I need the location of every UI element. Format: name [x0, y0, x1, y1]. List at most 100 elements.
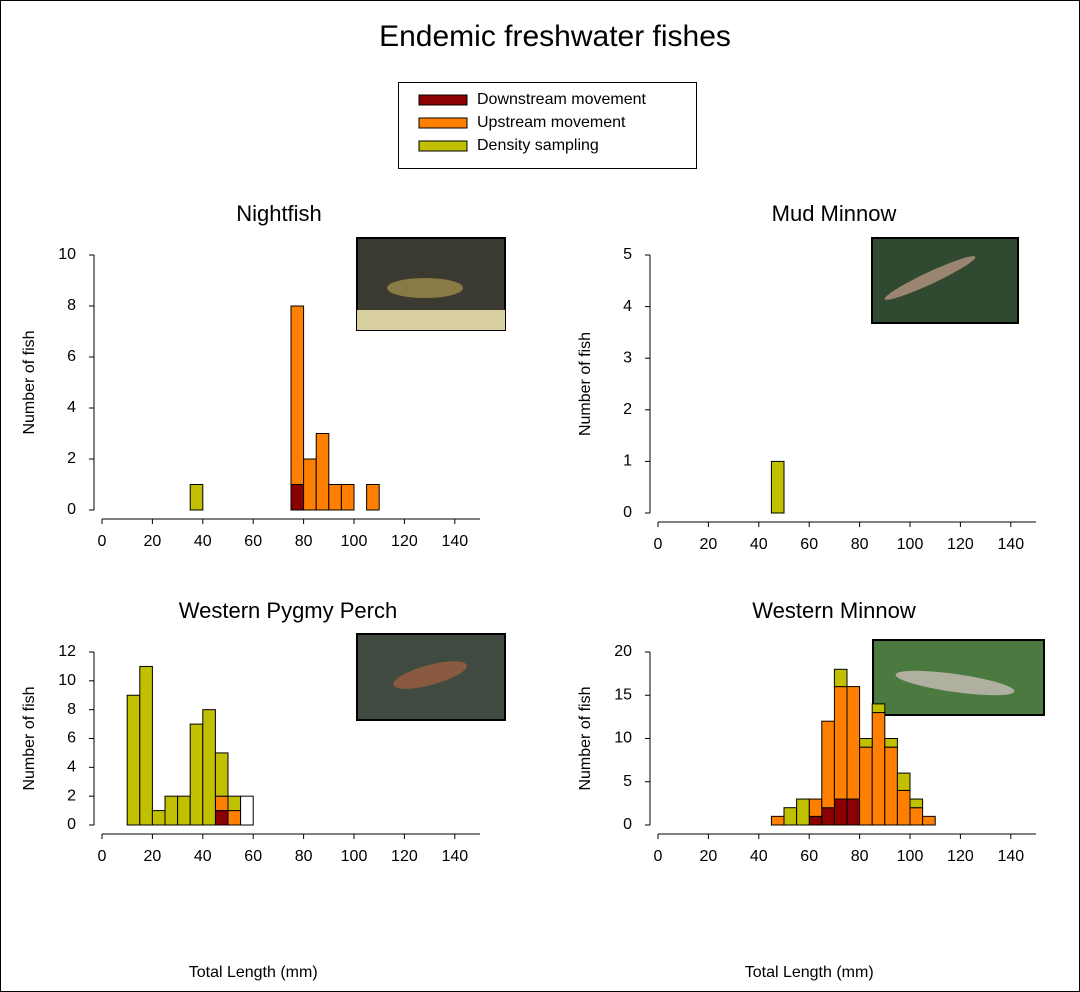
bar	[846, 798, 861, 826]
y-tick-label: 2	[67, 450, 76, 467]
x-tick-label: 100	[341, 533, 368, 550]
x-tick-label: 80	[295, 848, 313, 865]
y-axis-label: Number of fish	[21, 330, 38, 434]
x-tick-label: 40	[750, 536, 768, 553]
legend-label: Downstream movement	[477, 91, 647, 108]
x-tick-label: 20	[700, 848, 718, 865]
y-tick-label: 10	[58, 246, 76, 263]
x-tick-label: 40	[194, 848, 212, 865]
x-tick-label: 60	[800, 536, 818, 553]
bar	[770, 815, 785, 826]
bar	[896, 772, 911, 791]
photo-fish	[393, 661, 467, 689]
bar	[871, 712, 886, 826]
x-tick-label: 140	[441, 848, 468, 865]
legend-label: Density sampling	[477, 137, 599, 154]
panel-title: Western Minnow	[752, 598, 916, 623]
bar	[151, 810, 166, 826]
y-tick-label: 6	[67, 730, 76, 747]
x-tick-label: 40	[194, 533, 212, 550]
bar	[859, 738, 873, 748]
x-tick-label: 60	[244, 848, 262, 865]
bar	[227, 810, 242, 826]
x-tick-label: 20	[700, 536, 718, 553]
bar	[214, 810, 229, 826]
bar	[303, 458, 317, 511]
photo-fish	[895, 670, 1015, 696]
y-tick-label: 0	[67, 501, 76, 518]
y-tick-label: 0	[623, 816, 632, 833]
x-tick-label: 0	[98, 848, 107, 865]
x-tick-label: 20	[144, 848, 162, 865]
bar	[884, 738, 898, 748]
legend-swatch	[418, 94, 468, 106]
bar	[214, 795, 229, 812]
photo-fish	[387, 278, 463, 298]
x-tick-label: 100	[341, 848, 368, 865]
panel-title: Mud Minnow	[772, 201, 897, 226]
bar	[833, 686, 848, 800]
x-tick-label: 0	[98, 533, 107, 550]
y-tick-label: 3	[623, 349, 632, 366]
bar	[770, 460, 785, 514]
bar	[290, 305, 305, 485]
y-axis-label: Number of fish	[21, 686, 38, 790]
bar	[896, 789, 911, 826]
y-tick-label: 4	[623, 298, 632, 315]
bar	[846, 686, 861, 800]
x-tick-label: 60	[800, 848, 818, 865]
bar	[796, 798, 810, 826]
y-tick-label: 2	[623, 401, 632, 418]
bar	[366, 484, 380, 511]
y-tick-label: 6	[67, 348, 76, 365]
x-tick-label: 0	[654, 848, 663, 865]
bar	[189, 723, 204, 826]
bar	[821, 720, 835, 809]
bar	[214, 752, 229, 797]
x-tick-label: 0	[654, 536, 663, 553]
x-tick-label: 40	[750, 848, 768, 865]
y-tick-label: 2	[67, 787, 76, 804]
x-tick-label: 140	[997, 536, 1024, 553]
panel-title: Western Pygmy Perch	[179, 598, 397, 623]
y-tick-label: 4	[67, 399, 76, 416]
y-tick-label: 10	[58, 672, 76, 689]
bar	[922, 815, 936, 826]
bar	[139, 665, 153, 826]
bar	[909, 807, 924, 826]
bar	[126, 694, 141, 826]
bar	[340, 484, 355, 511]
x-axis-label: Total Length (mm)	[745, 964, 874, 981]
x-tick-label: 120	[947, 848, 974, 865]
bar	[202, 709, 216, 826]
y-tick-label: 20	[614, 643, 632, 660]
x-tick-label: 120	[947, 536, 974, 553]
panel-title: Nightfish	[236, 201, 322, 226]
bar	[884, 746, 898, 826]
figure-title: Endemic freshwater fishes	[379, 20, 731, 53]
bar	[315, 433, 330, 511]
bar	[783, 807, 798, 826]
photo	[356, 237, 1045, 721]
y-tick-label: 8	[67, 701, 76, 718]
bar	[871, 703, 886, 714]
x-tick-label: 60	[244, 533, 262, 550]
x-tick-label: 140	[441, 533, 468, 550]
y-tick-label: 8	[67, 297, 76, 314]
bar	[833, 668, 848, 688]
x-tick-label: 140	[997, 848, 1024, 865]
y-tick-label: 5	[623, 773, 632, 790]
x-tick-label: 100	[897, 848, 924, 865]
y-axis-label: Number of fish	[577, 332, 594, 436]
y-axis-label: Number of fish	[577, 686, 594, 790]
photo-mud-minnow	[871, 237, 1019, 324]
y-tick-label: 10	[614, 730, 632, 747]
bar	[164, 795, 179, 826]
y-tick-label: 0	[67, 816, 76, 833]
y-tick-label: 4	[67, 759, 76, 776]
legend-swatch	[418, 117, 468, 129]
x-tick-label: 120	[391, 848, 418, 865]
y-tick-label: 1	[623, 453, 632, 470]
photo-fish	[884, 256, 976, 300]
